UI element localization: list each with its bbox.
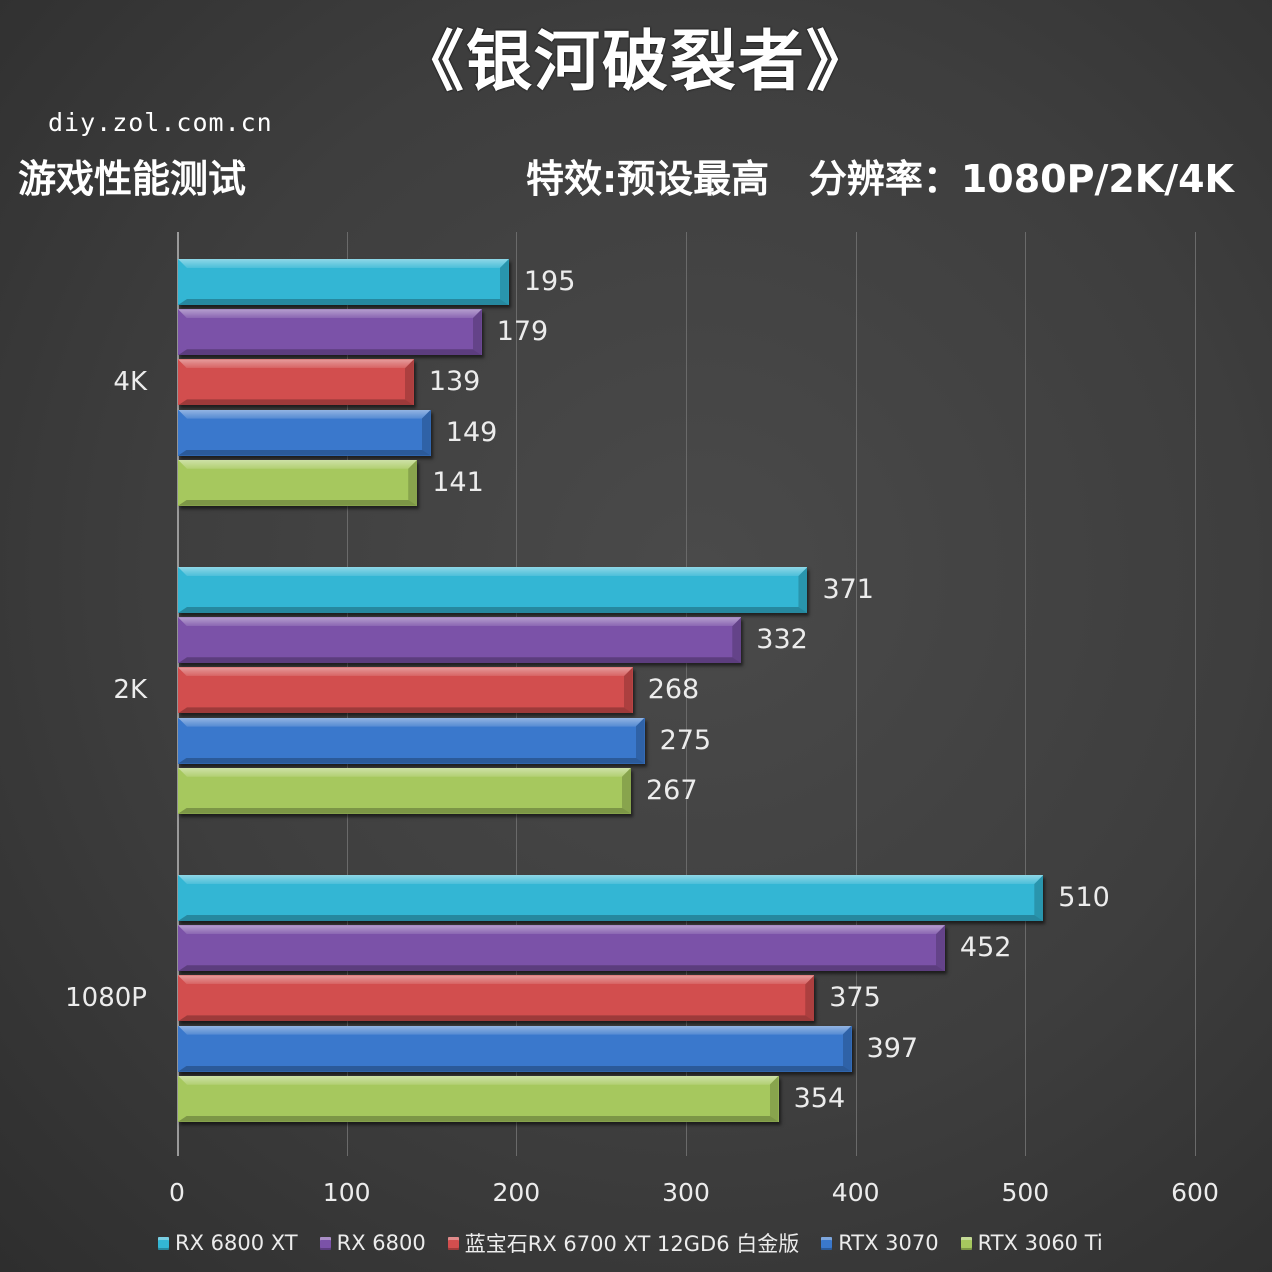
bar-value-label: 179	[496, 316, 549, 348]
bar-value-label: 141	[432, 466, 484, 498]
bar-value-label: 375	[829, 982, 881, 1014]
bar-value-label: 139	[428, 366, 481, 398]
bar-bevel	[178, 450, 431, 456]
x-tick-label: 0	[169, 1178, 185, 1207]
x-tick-label: 500	[1001, 1178, 1050, 1207]
bar	[178, 767, 631, 814]
legend-item: RTX 3070	[821, 1231, 939, 1255]
bar-value-label: 510	[1058, 882, 1110, 913]
legend-label: RTX 3060 Ti	[977, 1231, 1103, 1255]
legend: RX 6800 XT RX 6800 蓝宝石RX 6700 XT 12GD6 白金版…	[158, 1228, 1103, 1258]
bar-value-label: 275	[659, 724, 712, 756]
bar	[178, 717, 645, 764]
chart-title: 《银河破裂者》	[398, 23, 874, 100]
x-tick-label: 600	[1171, 1178, 1219, 1207]
bar-value-label: 149	[445, 416, 498, 448]
bar-value-label: 332	[756, 624, 808, 656]
bar-bevel	[178, 1015, 814, 1021]
bar	[178, 1025, 852, 1072]
bar-value-label: 354	[793, 1082, 846, 1114]
gridline	[855, 232, 857, 1156]
chart-subtitle-left: 游戏性能测试	[18, 157, 247, 201]
bar	[178, 925, 945, 972]
bar	[178, 359, 414, 406]
bar	[178, 309, 482, 356]
x-tick-label: 400	[831, 1178, 880, 1207]
bar-bevel	[178, 1116, 779, 1122]
legend-item: RX 6800 XT	[158, 1231, 298, 1255]
gridline	[686, 232, 687, 1156]
category-label: 1080P	[65, 983, 147, 1014]
bar-bevel	[178, 758, 645, 764]
bar-value-label: 195	[523, 266, 576, 297]
legend-swatch-icon	[447, 1236, 459, 1250]
x-tick-label: 100	[322, 1178, 371, 1207]
bar-bevel	[178, 707, 633, 713]
bar-value-label: 397	[866, 1032, 919, 1064]
bar-bevel	[178, 399, 414, 405]
bar-bevel	[178, 1066, 852, 1072]
bar-bevel	[178, 915, 1043, 921]
bar-bevel	[178, 657, 741, 663]
bar	[178, 459, 418, 506]
bar	[178, 1075, 779, 1122]
x-tick-label: 300	[662, 1178, 710, 1207]
legend-label: RX 6800	[336, 1231, 426, 1255]
bar-value-label: 267	[646, 774, 698, 806]
bar	[178, 567, 808, 613]
legend-label: RTX 3070	[838, 1231, 939, 1255]
bar-bevel	[178, 500, 417, 506]
gridline	[1025, 232, 1027, 1156]
legend-label: 蓝宝石RX 6700 XT 12GD6 白金版	[464, 1232, 800, 1256]
x-tick-label: 200	[492, 1178, 541, 1207]
bar-bevel	[178, 965, 945, 971]
bar-bevel	[178, 349, 482, 355]
site-watermark: diy.zol.com.cn	[48, 108, 273, 137]
bar-bevel	[178, 607, 807, 613]
plot-area: 195 179 139 149 141 371 332 268 275 267 510 452 375 3…	[177, 232, 1196, 1156]
bar-value-label: 452	[959, 932, 1012, 964]
legend-item: 蓝宝石RX 6700 XT 12GD6 白金版	[447, 1228, 800, 1258]
gridline	[1195, 232, 1196, 1156]
bar-value-label: 268	[647, 674, 700, 706]
chart-subtitle-right: 特效:预设最高 分辨率：1080P/2K/4K	[525, 157, 1234, 201]
bar-value-label: 371	[822, 574, 874, 605]
category-label: 4K	[113, 367, 147, 398]
bar	[178, 617, 742, 664]
legend-item: RTX 3060 Ti	[960, 1231, 1103, 1255]
bar	[178, 409, 431, 456]
legend-swatch-icon	[821, 1236, 833, 1250]
legend-swatch-icon	[158, 1236, 169, 1250]
bar-bevel	[178, 808, 631, 814]
legend-swatch-icon	[960, 1236, 972, 1250]
bar	[178, 667, 633, 714]
legend-swatch-icon	[319, 1236, 331, 1250]
category-label: 2K	[113, 675, 147, 706]
bar	[178, 875, 1044, 921]
legend-item: RX 6800	[319, 1231, 426, 1255]
bar-bevel	[178, 299, 509, 305]
bar	[178, 259, 509, 305]
legend-label: RX 6800 XT	[175, 1231, 298, 1255]
bar	[178, 975, 815, 1022]
